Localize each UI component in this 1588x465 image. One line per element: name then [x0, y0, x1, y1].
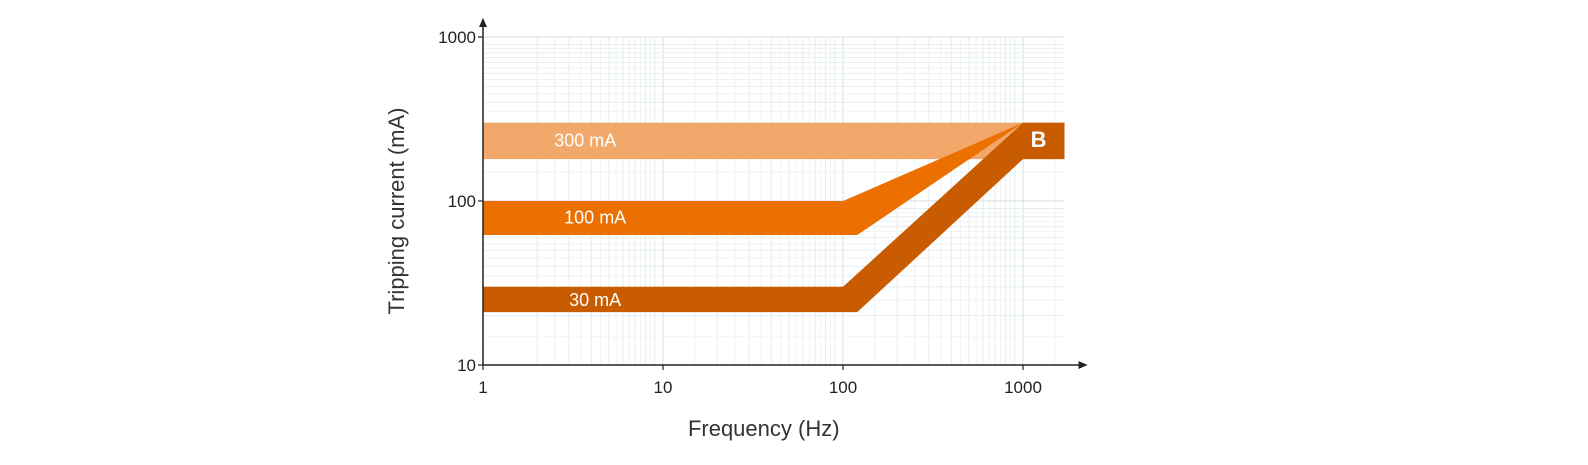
- band-100-ma: [483, 122, 1023, 236]
- y-tick-label: 100: [448, 192, 476, 211]
- band-label: 30 mA: [569, 290, 621, 310]
- y-tick-label: 1000: [438, 28, 476, 47]
- band-label: 100 mA: [564, 207, 626, 227]
- band-30-ma: [483, 122, 1065, 313]
- rcd-type-label: B: [1031, 127, 1047, 152]
- x-axis-label: Frequency (Hz): [688, 416, 840, 441]
- x-tick-label: 10: [654, 378, 673, 397]
- x-ticks: 1 10 100 1000: [478, 365, 1042, 397]
- x-tick-label: 1: [478, 378, 487, 397]
- y-tick-label: 10: [457, 356, 476, 375]
- x-tick-label: 100: [829, 378, 857, 397]
- annotations: B: [1031, 127, 1047, 152]
- y-ticks: 10 100 1000: [438, 28, 483, 375]
- y-axis-label: Tripping current (mA): [384, 107, 409, 314]
- band-label: 300 mA: [554, 130, 616, 150]
- band-labels: 300 mA 100 mA 30 mA: [554, 130, 626, 310]
- x-tick-label: 1000: [1004, 378, 1042, 397]
- band-300-ma: [483, 122, 1065, 160]
- bands: [483, 122, 1065, 313]
- axes: [479, 18, 1088, 369]
